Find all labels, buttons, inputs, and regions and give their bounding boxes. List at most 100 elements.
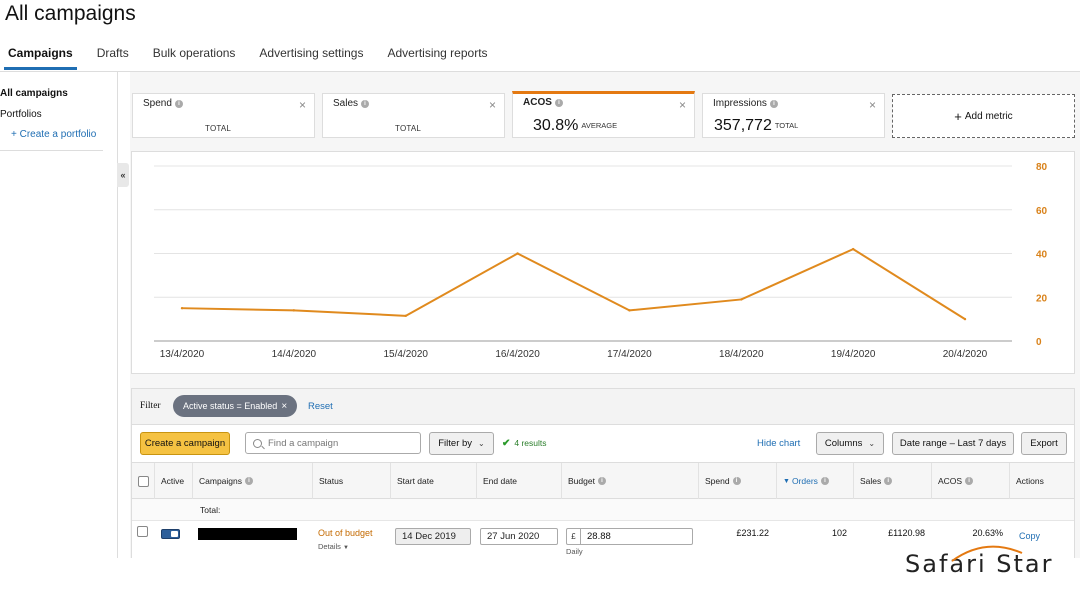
info-icon: i: [554, 99, 563, 107]
details-dropdown[interactable]: Details ▼: [318, 542, 349, 551]
tab-campaigns[interactable]: Campaigns: [4, 43, 77, 70]
create-portfolio-link[interactable]: + Create a portfolio: [11, 129, 97, 140]
check-icon: ✔: [502, 438, 511, 449]
filter-row: Filter Active status = Enabled × Reset: [132, 389, 1074, 425]
acos-chart: 0 20 40 60 80 13/4/2020 14/4/2020 15/4/2020 16/4…: [131, 151, 1075, 374]
col-budget[interactable]: Budget i: [562, 463, 699, 499]
create-campaign-button[interactable]: Create a campaign: [140, 432, 230, 455]
active-toggle[interactable]: [161, 529, 180, 539]
add-metric-button[interactable]: + Add metric: [892, 94, 1075, 138]
search-input[interactable]: Find a campaign: [245, 432, 421, 454]
col-sales[interactable]: Sales i: [854, 463, 932, 499]
x-tick-label: 19/4/2020: [831, 349, 876, 360]
x-tick-label: 16/4/2020: [495, 349, 540, 360]
col-status[interactable]: Status: [313, 463, 391, 499]
metric-value: 30.8% AVERAGE: [533, 117, 617, 135]
x-tick-label: 18/4/2020: [719, 349, 764, 360]
close-icon[interactable]: ×: [868, 98, 876, 112]
filter-pill-label: Active status = Enabled: [183, 401, 278, 411]
col-campaigns[interactable]: Campaigns i: [193, 463, 313, 499]
metric-sub-label: TOTAL: [395, 124, 422, 133]
acos-value: 20.63%: [972, 528, 1003, 538]
select-all-cell: [132, 463, 155, 499]
filter-by-dropdown[interactable]: Filter by ⌄: [429, 432, 494, 455]
col-end-date[interactable]: End date: [477, 463, 562, 499]
export-button[interactable]: Export: [1021, 432, 1067, 455]
status-badge: Out of budget: [318, 528, 373, 538]
info-icon: i: [245, 477, 253, 485]
reset-link[interactable]: Reset: [308, 401, 333, 412]
info-icon: i: [769, 100, 778, 108]
filter-label: Filter: [140, 401, 161, 411]
metric-card-sales[interactable]: Sales i × TOTAL: [322, 93, 505, 138]
sidebar-divider: [0, 150, 103, 151]
campaign-name-redacted[interactable]: [198, 528, 297, 540]
start-date-field: 14 Dec 2019: [395, 528, 471, 545]
tab-advertising-reports[interactable]: Advertising reports: [387, 46, 488, 60]
sort-desc-icon: ▼: [783, 477, 790, 485]
metric-card-acos[interactable]: ACOS i × 30.8% AVERAGE: [512, 91, 695, 138]
tab-advertising-settings[interactable]: Advertising settings: [259, 46, 364, 60]
col-acos[interactable]: ACOS i: [932, 463, 1010, 499]
col-orders[interactable]: ▼ Orders i: [777, 463, 854, 499]
data-point: [404, 314, 407, 318]
metric-card-impressions[interactable]: Impressions i × 357,772 TOTAL: [702, 93, 885, 138]
metric-value: 357,772 TOTAL: [714, 117, 798, 135]
metric-name-sales: Sales i: [333, 98, 370, 109]
col-label: Orders: [791, 476, 818, 486]
date-range-button[interactable]: Date range – Last 7 days: [892, 432, 1014, 455]
toolbar: Create a campaign Find a campaign Filter…: [132, 425, 1074, 463]
col-start-date[interactable]: Start date: [391, 463, 477, 499]
content-panel: Spend i × TOTAL Sales i × TOTAL ACOS i × 30…: [130, 72, 1080, 559]
col-active[interactable]: Active: [155, 463, 193, 499]
col-spend[interactable]: Spend i: [699, 463, 777, 499]
metric-value-number: 357,772: [714, 117, 772, 134]
collapse-sidebar-icon[interactable]: «: [117, 163, 129, 187]
chevron-down-icon: ⌄: [868, 439, 876, 448]
sidebar-item-portfolios[interactable]: Portfolios: [0, 109, 42, 120]
close-icon[interactable]: ×: [281, 401, 288, 412]
active-status-filter-pill[interactable]: Active status = Enabled ×: [173, 395, 298, 417]
filter-by-label: Filter by: [438, 438, 473, 449]
col-label: ACOS: [938, 476, 963, 486]
info-icon: i: [174, 100, 183, 108]
end-date-field[interactable]: 27 Jun 2020: [480, 528, 558, 545]
row-checkbox[interactable]: [137, 526, 148, 537]
tab-bulk-operations[interactable]: Bulk operations: [152, 46, 236, 60]
columns-dropdown[interactable]: Columns ⌄: [816, 432, 884, 455]
spend-value: £231.22: [736, 528, 769, 538]
copy-link[interactable]: Copy: [1019, 531, 1041, 541]
x-tick-label: 15/4/2020: [383, 349, 428, 360]
data-point: [180, 306, 184, 310]
close-icon[interactable]: ×: [488, 98, 496, 112]
main-area: All campaigns Portfolios + Create a port…: [0, 71, 1080, 559]
y-tick-label: 80: [1036, 162, 1048, 173]
results-count: ✔ 4 results: [502, 438, 547, 449]
sidebar: All campaigns Portfolios + Create a port…: [0, 72, 118, 558]
metric-sub-label: TOTAL: [774, 121, 799, 130]
y-tick-label: 60: [1036, 206, 1048, 217]
col-label: Sales: [860, 476, 882, 486]
budget-input[interactable]: £ 28.88: [566, 528, 693, 545]
campaigns-table-panel: Filter Active status = Enabled × Reset Cr…: [131, 388, 1075, 559]
plus-icon: +: [954, 108, 962, 124]
col-label: Spend: [705, 476, 730, 486]
sales-value: £1120.98: [888, 528, 925, 538]
select-all-checkbox[interactable]: [138, 475, 149, 487]
search-icon: [253, 438, 262, 448]
y-tick-label: 20: [1036, 293, 1048, 304]
hide-chart-link[interactable]: Hide chart: [757, 438, 801, 449]
x-tick-label: 14/4/2020: [272, 349, 317, 360]
close-icon[interactable]: ×: [298, 98, 306, 112]
results-label: 4 results: [514, 438, 547, 448]
metric-card-spend[interactable]: Spend i × TOTAL: [132, 93, 315, 138]
data-point: [628, 309, 631, 312]
tab-bar: Campaigns Drafts Bulk operations Adverti…: [0, 43, 500, 71]
sidebar-item-all-campaigns[interactable]: All campaigns: [0, 88, 68, 99]
details-label: Details: [318, 542, 341, 551]
metric-sub-label: TOTAL: [205, 124, 232, 133]
close-icon[interactable]: ×: [678, 98, 686, 112]
info-icon: i: [732, 477, 741, 485]
add-metric-label: Add metric: [964, 110, 1013, 122]
tab-drafts[interactable]: Drafts: [96, 46, 129, 60]
